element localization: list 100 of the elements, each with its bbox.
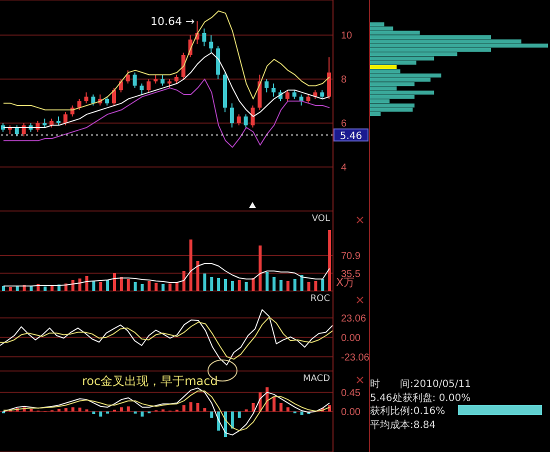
bar <box>71 407 74 412</box>
text: 时 间:2010/05/11 <box>370 378 472 391</box>
y-tick-label: 6 <box>341 118 347 130</box>
candlestick <box>140 83 144 96</box>
bar <box>328 230 332 291</box>
bar <box>266 272 269 291</box>
bar <box>210 412 214 418</box>
bar <box>16 286 19 291</box>
y-tick-label: 23.06 <box>341 313 366 324</box>
candlestick <box>112 87 116 106</box>
text: 5.46处获利盘: 0.00% <box>370 392 471 404</box>
chart-title: ROC <box>309 294 330 304</box>
bar <box>78 408 82 412</box>
bar <box>126 406 130 412</box>
bar <box>272 277 276 291</box>
bar <box>182 271 186 291</box>
bar <box>370 103 414 108</box>
bar <box>217 278 220 291</box>
bar <box>300 412 304 415</box>
bar <box>189 402 192 412</box>
bar <box>120 277 123 291</box>
bar <box>140 284 144 291</box>
bar <box>2 286 5 291</box>
bar <box>300 275 304 291</box>
annotation: roc金叉出现，早于macd <box>82 373 218 390</box>
line-series <box>2 78 330 148</box>
bar <box>307 282 310 291</box>
bar <box>280 402 282 412</box>
bar <box>370 74 442 78</box>
candlestick <box>285 90 290 102</box>
bar <box>252 278 255 291</box>
bar <box>182 405 186 412</box>
bar <box>64 408 68 412</box>
candlestick <box>264 78 269 93</box>
bar <box>113 273 116 291</box>
candlestick <box>91 94 96 106</box>
bar <box>85 276 88 291</box>
bar <box>126 279 130 291</box>
candlestick <box>272 83 276 98</box>
annotation: 10.64 → <box>150 15 195 28</box>
chart-title: MACD <box>302 374 330 384</box>
bar <box>189 240 192 291</box>
bar <box>168 284 172 291</box>
bar <box>71 280 74 291</box>
bar <box>148 281 151 291</box>
bar <box>370 90 434 95</box>
y-tick-label: 70.9 <box>341 251 361 262</box>
line-series <box>2 263 330 286</box>
bar <box>210 277 214 291</box>
candlestick <box>132 72 137 88</box>
bar <box>286 281 290 291</box>
bar <box>370 64 397 69</box>
bar <box>162 284 165 291</box>
bar <box>370 44 548 48</box>
bar <box>99 282 102 291</box>
candlestick <box>77 98 82 110</box>
y-tick-label: 0.00 <box>341 407 361 418</box>
bar <box>293 279 296 291</box>
bar <box>203 274 206 291</box>
bar <box>286 407 290 412</box>
bar <box>99 412 102 417</box>
ref-line-label: 5.46 <box>340 130 362 142</box>
candlestick <box>230 102 234 128</box>
candlestick <box>244 114 248 128</box>
bar <box>314 281 318 291</box>
bar <box>50 286 54 291</box>
bar <box>230 412 234 429</box>
candlestick <box>146 78 151 93</box>
bar <box>272 396 276 412</box>
line-series <box>0 309 334 366</box>
bar <box>328 405 332 412</box>
bar <box>238 412 241 418</box>
y-tick-label: 0.00 <box>341 332 361 344</box>
candlestick <box>299 94 304 106</box>
bar <box>120 407 123 412</box>
candlestick <box>126 70 130 84</box>
candlestick <box>84 92 88 104</box>
y-tick-label: 8 <box>341 74 347 86</box>
bar <box>244 282 248 291</box>
candlestick <box>250 105 255 128</box>
y-tick-label: -23.06 <box>341 352 370 364</box>
bar <box>258 246 262 291</box>
candlestick <box>63 112 68 126</box>
bar <box>30 408 33 412</box>
bar <box>280 280 282 291</box>
y-tick-label: 4 <box>341 162 347 174</box>
bar <box>78 278 82 291</box>
bar <box>134 282 137 291</box>
bar <box>92 281 96 291</box>
candlestick <box>236 114 241 126</box>
bar <box>154 283 158 291</box>
y-tick-label: 0.45 <box>341 388 361 399</box>
bar <box>370 108 413 112</box>
bar <box>230 281 234 291</box>
bar <box>92 412 96 414</box>
bar <box>196 402 200 412</box>
candlestick <box>202 28 206 47</box>
text: 平均成本:8.84 <box>370 418 436 432</box>
y-tick-label: 10 <box>341 30 353 42</box>
bar <box>238 280 241 291</box>
